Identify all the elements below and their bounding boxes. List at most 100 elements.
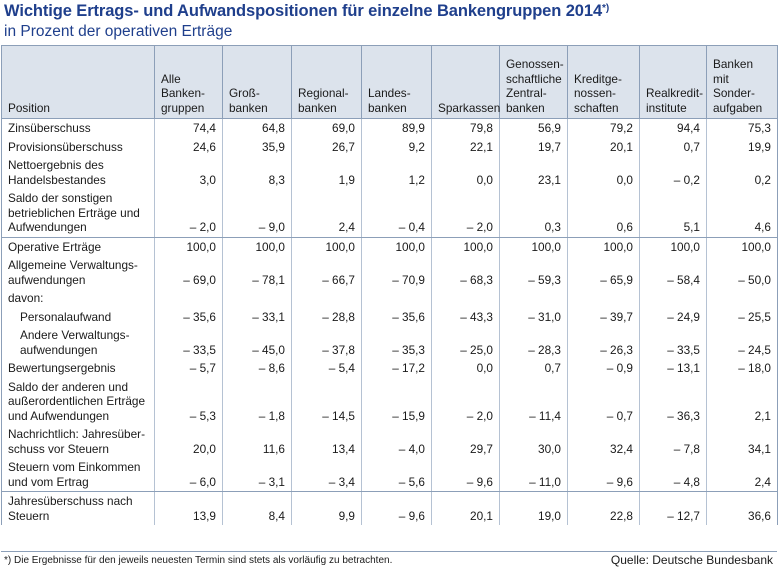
- table-cell: 1,9: [291, 156, 362, 189]
- table-cell: 94,4: [639, 118, 707, 138]
- table-row: Nachrichtlich: Jahresüber­schuss vor Ste…: [1, 425, 778, 458]
- row-label: Allgemeine Verwaltungs­aufwendungen: [1, 256, 155, 289]
- row-label: Jahresüberschuss nach Steuern: [1, 491, 155, 525]
- table-cell: – 11,0: [499, 458, 568, 492]
- table-row: Personalaufwand – 35,6– 33,1– 28,8– 35,6–…: [1, 307, 778, 326]
- table-cell: – 78,1: [222, 256, 292, 289]
- table-cell: [639, 289, 707, 308]
- table-cell: 8,4: [222, 491, 292, 525]
- table-cell: 29,7: [431, 425, 500, 458]
- table-cell: – 70,9: [361, 256, 432, 289]
- table-cell: 35,9: [222, 137, 292, 156]
- table-cell: – 37,8: [291, 326, 362, 359]
- column-header: Kreditge­nossen­schaften: [567, 45, 640, 119]
- column-header: Realkredit­institute: [639, 45, 707, 119]
- table-cell: 30,0: [499, 425, 568, 458]
- table-row: Saldo der anderen und außerordentlichen …: [1, 377, 778, 425]
- table-cell: 24,6: [154, 137, 223, 156]
- table-cell: [706, 289, 778, 308]
- table-cell: 5,1: [639, 189, 707, 238]
- table-cell: 32,4: [567, 425, 640, 458]
- table-cell: 22,8: [567, 491, 640, 525]
- table-cell: – 31,0: [499, 307, 568, 326]
- table-cell: – 9,0: [222, 189, 292, 238]
- table-cell: – 4,0: [361, 425, 432, 458]
- table-cell: [222, 289, 292, 308]
- table-cell: [567, 289, 640, 308]
- table-cell: – 15,9: [361, 377, 432, 425]
- column-header: Sparkassen: [431, 45, 500, 119]
- table-cell: – 2,0: [431, 377, 500, 425]
- row-label: Saldo der sonstigen betrieblichen Erträg…: [1, 189, 155, 238]
- table-cell: – 7,8: [639, 425, 707, 458]
- table-cell: 75,3: [706, 118, 778, 138]
- table-cell: 0,7: [639, 137, 707, 156]
- column-header: Position: [1, 45, 155, 119]
- table-cell: – 9,6: [361, 491, 432, 525]
- table-cell: – 58,4: [639, 256, 707, 289]
- table-cell: 9,2: [361, 137, 432, 156]
- table-cell: – 28,3: [499, 326, 568, 359]
- table-cell: – 65,9: [567, 256, 640, 289]
- table-cell: – 5,3: [154, 377, 223, 425]
- table-row: Bewertungsergebnis – 5,7– 8,6– 5,4– 17,2 0…: [1, 359, 778, 378]
- row-label: Saldo der anderen und außerordentlichen …: [1, 377, 155, 425]
- table-cell: – 6,0: [154, 458, 223, 492]
- table-cell: – 28,8: [291, 307, 362, 326]
- table-cell: – 0,9: [567, 359, 640, 378]
- table-cell: 11,6: [222, 425, 292, 458]
- table-cell: – 39,7: [567, 307, 640, 326]
- table-row: Saldo der sonstigen betrieblichen Erträg…: [1, 189, 778, 238]
- table-cell: – 11,4: [499, 377, 568, 425]
- table-bottom-rule: [1, 551, 777, 552]
- table-cell: 56,9: [499, 118, 568, 138]
- table-cell: – 0,4: [361, 189, 432, 238]
- table-cell: 2,4: [291, 189, 362, 238]
- row-label: Zinsüberschuss: [1, 118, 155, 138]
- table-cell: 26,7: [291, 137, 362, 156]
- table-cell: 8,3: [222, 156, 292, 189]
- table-cell: 69,0: [291, 118, 362, 138]
- title-text: Wichtige Ertrags- und Aufwandspositionen…: [4, 2, 603, 20]
- table-cell: – 0,2: [639, 156, 707, 189]
- table-row: Operative Erträge 100,0 100,0 100,0 100,0 100…: [1, 237, 778, 256]
- table-cell: 4,6: [706, 189, 778, 238]
- table-row: Steuern vom Einkommen und vom Ertrag – 6,…: [1, 458, 778, 492]
- table-cell: 2,1: [706, 377, 778, 425]
- table-cell: 100,0: [361, 237, 432, 256]
- table-cell: – 69,0: [154, 256, 223, 289]
- table-cell: – 35,3: [361, 326, 432, 359]
- column-header: Banken mit Sonder­aufgaben: [706, 45, 778, 119]
- table-cell: – 35,6: [154, 307, 223, 326]
- row-label: Steuern vom Einkommen und vom Ertrag: [1, 458, 155, 492]
- row-label: Bewertungsergebnis: [1, 359, 155, 378]
- table-cell: – 2,0: [431, 189, 500, 238]
- table-cell: 0,0: [431, 359, 500, 378]
- table-cell: [431, 289, 500, 308]
- table-cell: – 12,7: [639, 491, 707, 525]
- table-cell: 100,0: [291, 237, 362, 256]
- table-cell: – 5,4: [291, 359, 362, 378]
- table-cell: 0,7: [499, 359, 568, 378]
- table-cell: – 5,6: [361, 458, 432, 492]
- table-cell: 23,1: [499, 156, 568, 189]
- table-cell: 0,0: [431, 156, 500, 189]
- table-cell: – 13,1: [639, 359, 707, 378]
- table-cell: – 35,6: [361, 307, 432, 326]
- column-header: Alle Banken­gruppen: [154, 45, 223, 119]
- table-row: Nettoergebnis des Handelsbestandes 3,0 8,3…: [1, 156, 778, 189]
- table-cell: 13,9: [154, 491, 223, 525]
- table-cell: [499, 289, 568, 308]
- table-cell: – 24,9: [639, 307, 707, 326]
- table-cell: 20,1: [431, 491, 500, 525]
- table-cell: [291, 289, 362, 308]
- table-cell: 3,0: [154, 156, 223, 189]
- table-cell: – 33,1: [222, 307, 292, 326]
- table-cell: 79,8: [431, 118, 500, 138]
- table-cell: – 14,5: [291, 377, 362, 425]
- table-cell: 22,1: [431, 137, 500, 156]
- table-cell: – 43,3: [431, 307, 500, 326]
- table-cell: – 50,0: [706, 256, 778, 289]
- table-cell: 100,0: [154, 237, 223, 256]
- table-cell: – 9,6: [431, 458, 500, 492]
